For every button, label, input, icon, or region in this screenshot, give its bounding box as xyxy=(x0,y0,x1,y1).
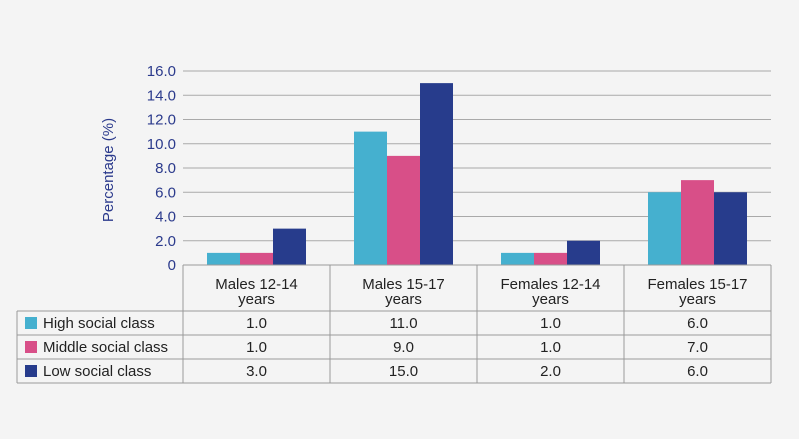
category-label: Males 12-14 xyxy=(215,276,298,293)
y-axis-ticks: 0 2.0 4.0 6.0 8.0 10.0 12.0 14.0 16.0 xyxy=(147,63,176,274)
data-label: 6.0 xyxy=(687,315,708,332)
legend-swatch xyxy=(25,341,37,353)
bar xyxy=(714,192,747,265)
y-tick-label: 12.0 xyxy=(147,112,176,129)
bar xyxy=(273,228,306,265)
bars xyxy=(207,83,747,265)
bar xyxy=(501,252,534,265)
bar xyxy=(534,252,567,265)
bar xyxy=(240,252,273,265)
y-tick-label: 4.0 xyxy=(155,209,176,226)
data-label: 11.0 xyxy=(389,315,417,332)
category-label: Males 15-17 xyxy=(362,276,445,293)
bar xyxy=(648,192,681,265)
bar xyxy=(387,155,420,265)
y-tick-label: 10.0 xyxy=(147,136,176,153)
legend-swatch xyxy=(25,365,37,377)
data-label: 1.0 xyxy=(540,315,561,332)
bar xyxy=(681,180,714,265)
y-tick-label: 8.0 xyxy=(155,160,176,177)
data-label: 15.0 xyxy=(389,363,418,380)
data-label: 2.0 xyxy=(540,363,561,380)
y-tick-label: 6.0 xyxy=(155,184,176,201)
data-label: 7.0 xyxy=(687,339,708,356)
bar xyxy=(567,240,600,265)
y-tick-label: 2.0 xyxy=(155,233,176,250)
data-label: 6.0 xyxy=(687,363,708,380)
category-label: Females 15-17 xyxy=(647,276,747,293)
bar xyxy=(420,83,453,265)
data-label: 9.0 xyxy=(393,339,414,356)
legend-label: Middle social class xyxy=(43,339,168,356)
category-label: years xyxy=(532,291,569,308)
legend-swatch xyxy=(25,317,37,329)
bar xyxy=(354,131,387,265)
y-tick-label: 0 xyxy=(168,257,176,274)
data-label: 3.0 xyxy=(246,363,267,380)
category-label: years xyxy=(679,291,716,308)
category-label: years xyxy=(385,291,422,308)
data-label: 1.0 xyxy=(246,315,267,332)
data-label: 1.0 xyxy=(246,339,267,356)
bar xyxy=(207,252,240,265)
category-label: Females 12-14 xyxy=(500,276,600,293)
data-label: 1.0 xyxy=(540,339,561,356)
legend-label: High social class xyxy=(43,315,155,332)
y-tick-label: 14.0 xyxy=(147,87,176,104)
y-tick-label: 16.0 xyxy=(147,63,176,80)
y-axis-title: Percentage (%) xyxy=(100,118,117,222)
legend-label: Low social class xyxy=(43,363,151,380)
category-label: years xyxy=(238,291,275,308)
